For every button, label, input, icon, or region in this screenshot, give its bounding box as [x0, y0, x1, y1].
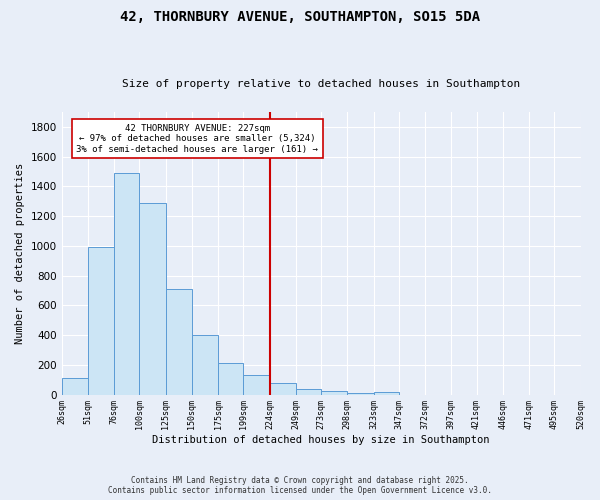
- Bar: [88, 246, 114, 394]
- Title: Size of property relative to detached houses in Southampton: Size of property relative to detached ho…: [122, 79, 520, 89]
- Bar: [347, 393, 374, 394]
- Text: 42, THORNBURY AVENUE, SOUTHAMPTON, SO15 5DA: 42, THORNBURY AVENUE, SOUTHAMPTON, SO15 …: [120, 10, 480, 24]
- Bar: [269, 384, 296, 394]
- Text: Contains HM Land Registry data © Crown copyright and database right 2025.
Contai: Contains HM Land Registry data © Crown c…: [108, 476, 492, 495]
- Bar: [139, 202, 166, 394]
- Bar: [296, 388, 321, 394]
- Bar: [166, 289, 192, 395]
- Bar: [218, 362, 244, 394]
- Bar: [321, 391, 347, 394]
- Text: 42 THORNBURY AVENUE: 227sqm
← 97% of detached houses are smaller (5,324)
3% of s: 42 THORNBURY AVENUE: 227sqm ← 97% of det…: [76, 124, 318, 154]
- Bar: [192, 335, 218, 394]
- Bar: [62, 378, 88, 394]
- Bar: [244, 374, 269, 394]
- Bar: [374, 392, 399, 394]
- X-axis label: Distribution of detached houses by size in Southampton: Distribution of detached houses by size …: [152, 435, 490, 445]
- Bar: [114, 173, 139, 394]
- Y-axis label: Number of detached properties: Number of detached properties: [15, 162, 25, 344]
